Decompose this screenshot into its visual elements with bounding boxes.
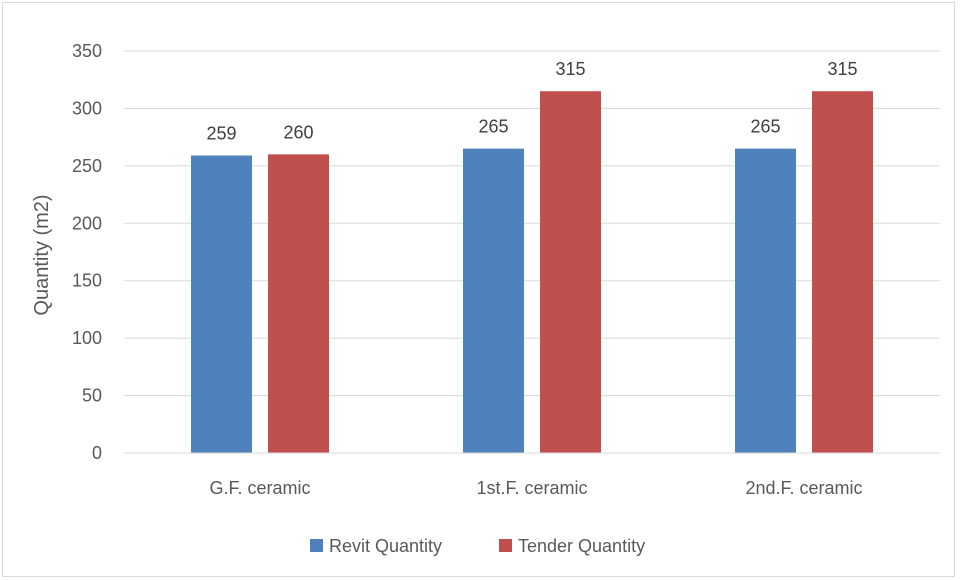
legend-swatch (310, 539, 323, 552)
y-tick-label: 0 (92, 443, 102, 463)
bars (191, 91, 873, 453)
legend-label: Tender Quantity (518, 536, 645, 556)
legend: Revit Quantity Tender Quantity (310, 536, 645, 556)
y-tick-label: 100 (72, 328, 102, 348)
y-axis-title: Quantity (m2) (31, 194, 53, 315)
gridlines (124, 50, 940, 397)
y-axis-ticks: 0 50 100 150 200 250 300 350 (72, 41, 102, 463)
legend-swatch (499, 539, 512, 552)
y-tick-label: 50 (82, 386, 102, 406)
bar-tender-0 (268, 154, 329, 453)
x-tick-label: G.F. ceramic (209, 478, 310, 498)
data-label: 259 (206, 124, 236, 144)
bar-tender-2 (812, 91, 873, 453)
x-axis-ticks: G.F. ceramic 1st.F. ceramic 2nd.F. ceramic (209, 478, 862, 498)
bar-tender-1 (540, 91, 601, 453)
y-tick-label: 200 (72, 213, 102, 233)
bar-revit-0 (191, 155, 252, 453)
data-label: 265 (478, 117, 508, 137)
y-tick-label: 250 (72, 156, 102, 176)
data-label: 315 (555, 59, 585, 79)
bar-revit-1 (463, 148, 524, 453)
data-label: 260 (283, 122, 313, 142)
data-label: 265 (750, 117, 780, 137)
y-tick-label: 300 (72, 98, 102, 118)
legend-label: Revit Quantity (329, 536, 442, 556)
y-tick-label: 350 (72, 41, 102, 61)
bar-revit-2 (735, 148, 796, 453)
data-label: 315 (827, 59, 857, 79)
x-tick-label: 2nd.F. ceramic (745, 478, 862, 498)
data-labels: 259 260 265 315 265 315 (206, 59, 857, 143)
x-tick-label: 1st.F. ceramic (476, 478, 587, 498)
y-tick-label: 150 (72, 271, 102, 291)
